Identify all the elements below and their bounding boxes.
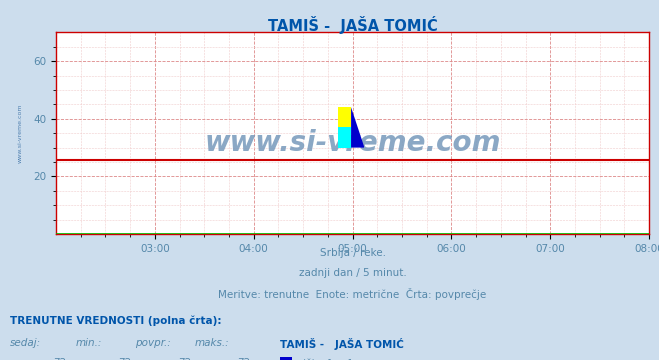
Text: www.si-vreme.com: www.si-vreme.com [18,103,23,163]
Text: sedaj:: sedaj: [10,338,41,348]
Text: 72: 72 [53,358,66,360]
Text: povpr.:: povpr.: [135,338,171,348]
Text: Srbija / reke.: Srbija / reke. [320,248,386,258]
Text: min.:: min.: [76,338,102,348]
Text: www.si-vreme.com: www.si-vreme.com [204,129,501,157]
Text: 72: 72 [178,358,191,360]
Text: Meritve: trenutne  Enote: metrične  Črta: povprečje: Meritve: trenutne Enote: metrične Črta: … [218,288,487,300]
Text: TRENUTNE VREDNOSTI (polna črta):: TRENUTNE VREDNOSTI (polna črta): [10,315,221,325]
Text: maks.:: maks.: [194,338,229,348]
Text: 72: 72 [119,358,132,360]
Polygon shape [337,127,351,148]
Polygon shape [351,107,364,148]
Text: TAMIŠ -   JAŠA TOMIĆ: TAMIŠ - JAŠA TOMIĆ [280,338,404,350]
Polygon shape [337,107,351,127]
Text: zadnji dan / 5 minut.: zadnji dan / 5 minut. [299,268,407,278]
Text: TAMIŠ -  JAŠA TOMIĆ: TAMIŠ - JAŠA TOMIĆ [268,16,438,34]
Text: 72: 72 [237,358,250,360]
Text: višina[cm]: višina[cm] [297,358,352,360]
